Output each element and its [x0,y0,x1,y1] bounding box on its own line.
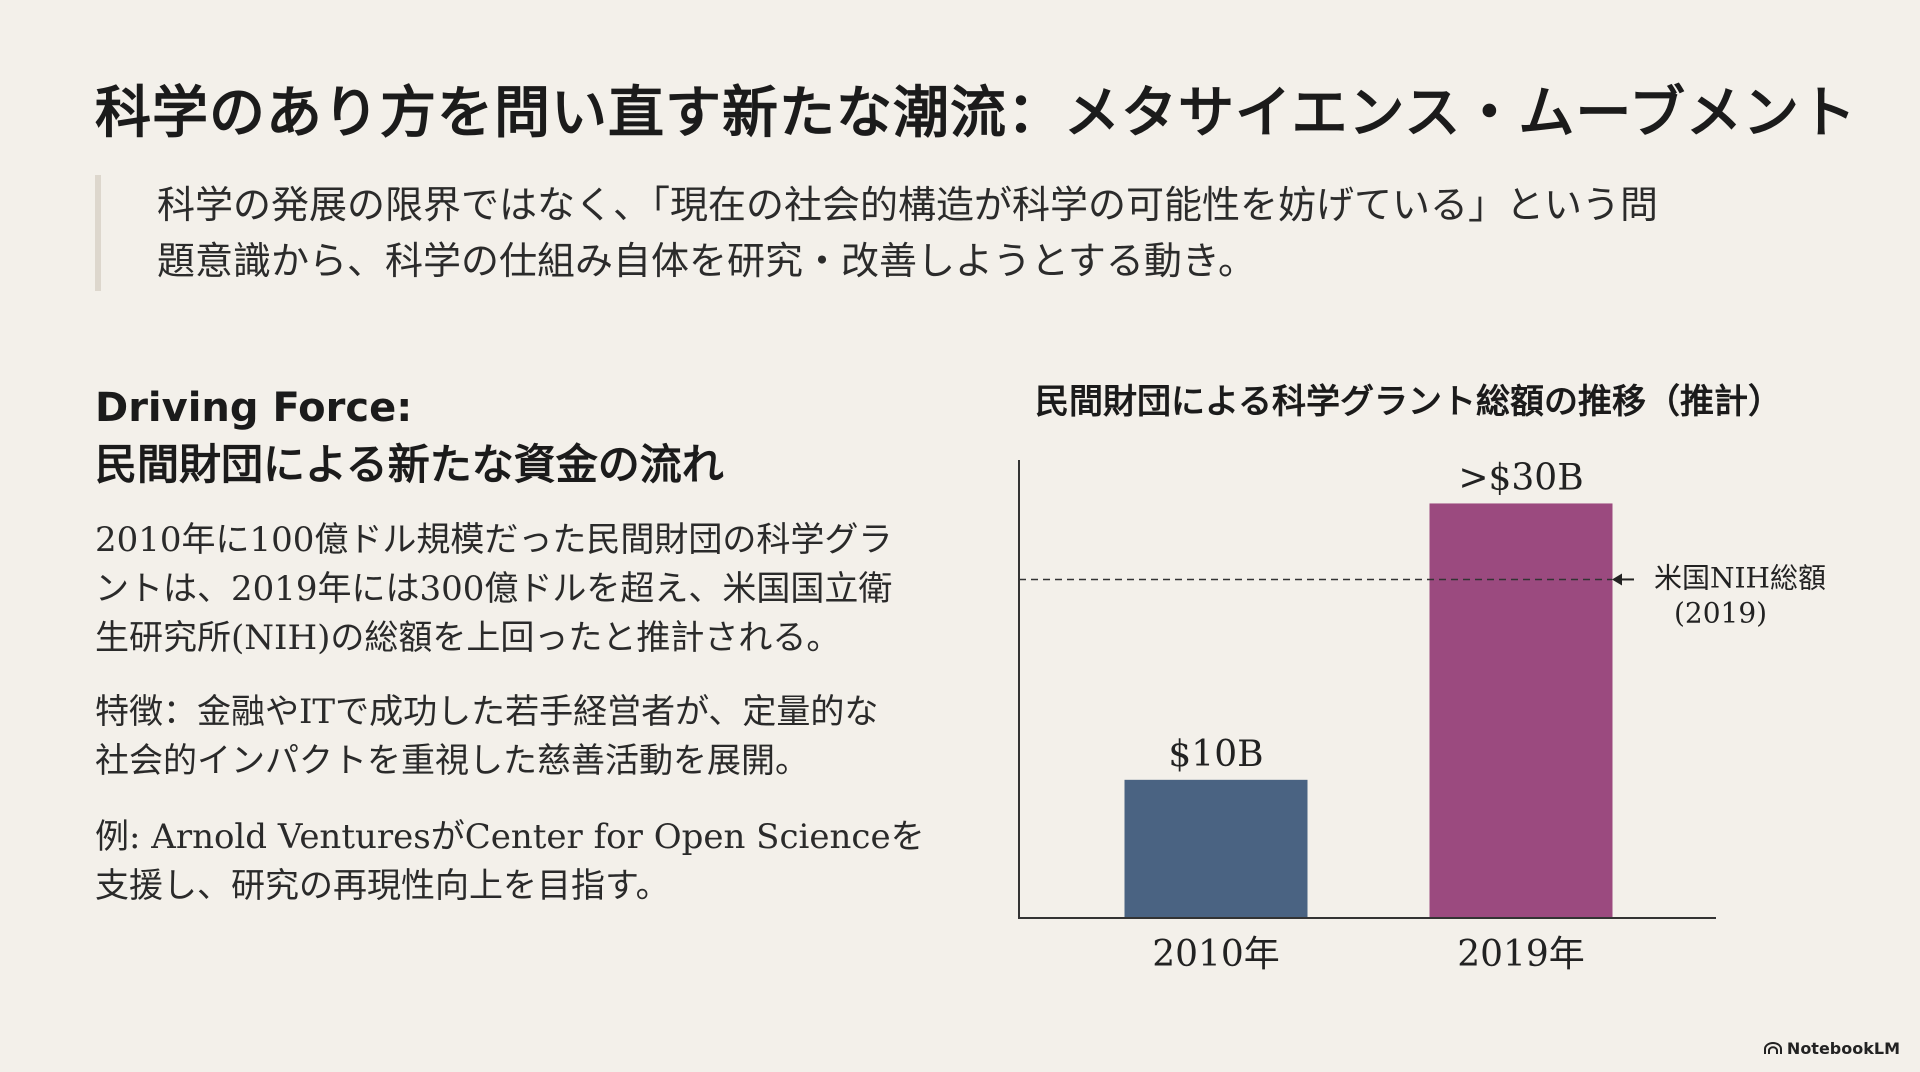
paragraph-2-line-2: 社会的インパクトを重視した慈善活動を展開。 [95,741,809,781]
intro-line-2: 題意識から、科学の仕組み自体を研究・改善しようとする動き。 [157,239,1256,283]
reference-label-line-1: 米国NIH総額 [1654,561,1826,594]
paragraph-1-line-1: 2010年に100億ドル規模だった民間財団の科学グラ [95,520,893,560]
bar-1 [1124,779,1308,918]
bar-value-label-1: $10B [1168,734,1263,775]
paragraph-1-line-2: ントは、2019年には300億ドルを超え、米国国立衛 [95,569,893,609]
intro-text: 科学の発展の限界ではなく、「現在の社会的構造が科学の可能性を妨げている」という問… [157,177,1795,289]
driving-force-section: Driving Force: 民間財団による新たな資金の流れ 2010年に100… [95,380,935,911]
brand-name: NotebookLM [1786,1039,1900,1058]
bar-value-label-2: >$30B [1458,457,1583,498]
intro-line-1: 科学の発展の限界ではなく、「現在の社会的構造が科学の可能性を妨げている」という問 [157,183,1659,227]
x-tick-label-1: 2010年 [1152,934,1280,975]
brand-watermark: NotebookLM [1763,1039,1900,1058]
section-heading-line-1: Driving Force: [95,385,413,431]
paragraph-3-line-1: 例: Arnold VenturesがCenter for Open Scien… [95,817,925,857]
intro-quote: 科学の発展の限界ではなく、「現在の社会的構造が科学の可能性を妨げている」という問… [95,175,1795,291]
paragraph-example: 例: Arnold VenturesがCenter for Open Scien… [95,813,935,911]
slide-title: 科学のあり方を問い直す新たな潮流：メタサイエンス・ムーブメント [95,81,1857,146]
bar-2 [1429,503,1613,918]
paragraph-1-line-3: 生研究所(NIH)の総額を上回ったと推計される。 [95,618,841,658]
chart-title: 民間財団による科学グラント総額の推移（推計） [1035,382,1782,422]
paragraph-characteristics: 特徴：金融やITで成功した若手経営者が、定量的な 社会的インパクトを重視した慈善… [95,688,935,786]
x-tick-label-2: 2019年 [1457,934,1585,975]
paragraph-2-line-1: 特徴：金融やITで成功した若手経営者が、定量的な [95,692,879,732]
notebooklm-logo-icon [1763,1042,1782,1054]
reference-arrow-head [1612,573,1622,586]
reference-label-line-2: (2019) [1674,596,1767,629]
paragraph-funding-growth: 2010年に100億ドル規模だった民間財団の科学グラ ントは、2019年には30… [95,516,935,663]
paragraph-3-line-2: 支援し、研究の再現性向上を目指す。 [95,866,670,906]
section-heading-line-2: 民間財団による新たな資金の流れ [95,440,724,489]
